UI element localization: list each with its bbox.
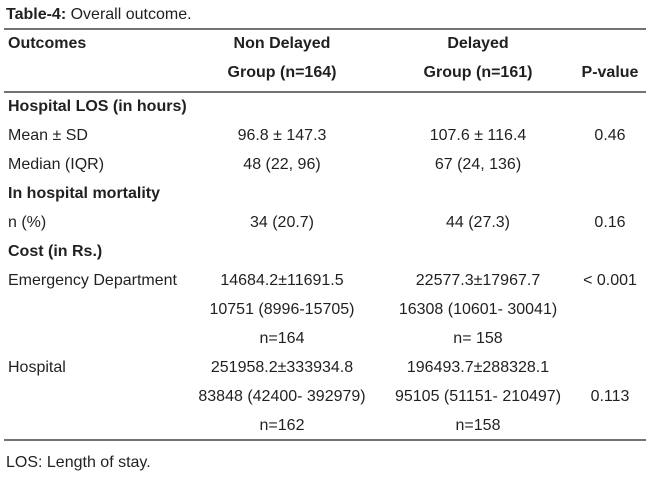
- table-cell: 95105 (51151- 210497): [395, 388, 561, 405]
- table-cell: 10751 (8996-15705): [209, 301, 354, 318]
- footnote: LOS: Length of stay.: [6, 454, 151, 471]
- table-cell: 48 (22, 96): [243, 156, 320, 173]
- table-cell: 22577.3±17967.7: [416, 272, 541, 289]
- table-cell: 96.8 ± 147.3: [238, 127, 327, 144]
- section-heading: In hospital mortality: [8, 185, 160, 202]
- row-label: Emergency Department: [8, 272, 178, 289]
- table-cell: n=162: [260, 417, 305, 434]
- p-value: 0.16: [594, 214, 625, 231]
- section-heading: Cost (in Rs.): [8, 243, 102, 260]
- table-cell: 16308 (10601- 30041): [399, 301, 557, 318]
- table-cell: 107.6 ± 116.4: [430, 127, 527, 144]
- table-cell: 83848 (42400- 392979): [198, 388, 365, 405]
- table-cell: 44 (27.3): [446, 214, 510, 231]
- section-heading: Hospital LOS (in hours): [8, 98, 187, 115]
- table-cell: 67 (24, 136): [435, 156, 521, 173]
- p-value: 0.46: [594, 127, 625, 144]
- header-cell: Outcomes: [8, 35, 86, 52]
- header-cell: Group (n=161): [424, 64, 533, 81]
- p-value: 0.113: [591, 388, 630, 405]
- table-caption: Table-4: Overall outcome.: [6, 6, 192, 23]
- row-label: Median (IQR): [8, 156, 104, 173]
- p-value: < 0.001: [583, 272, 637, 289]
- table-cell: 14684.2±11691.5: [220, 272, 343, 289]
- header-cell: Delayed: [447, 35, 508, 52]
- caption-label: Table-4:: [6, 6, 66, 23]
- header-cell: Non Delayed: [234, 35, 331, 52]
- table-cell: 251958.2±333934.8: [211, 359, 353, 376]
- table-cell: 196493.7±288328.1: [407, 359, 549, 376]
- table-cell: n= 158: [453, 330, 502, 347]
- row-label: n (%): [8, 214, 46, 231]
- header-cell: P-value: [582, 64, 639, 81]
- table-cell: 34 (20.7): [250, 214, 314, 231]
- row-label: Hospital: [8, 359, 66, 376]
- table-cell: n=164: [260, 330, 305, 347]
- header-cell: Group (n=164): [228, 64, 337, 81]
- row-label: Mean ± SD: [8, 127, 88, 144]
- caption-text: Overall outcome.: [71, 6, 192, 23]
- table-cell: n=158: [456, 417, 501, 434]
